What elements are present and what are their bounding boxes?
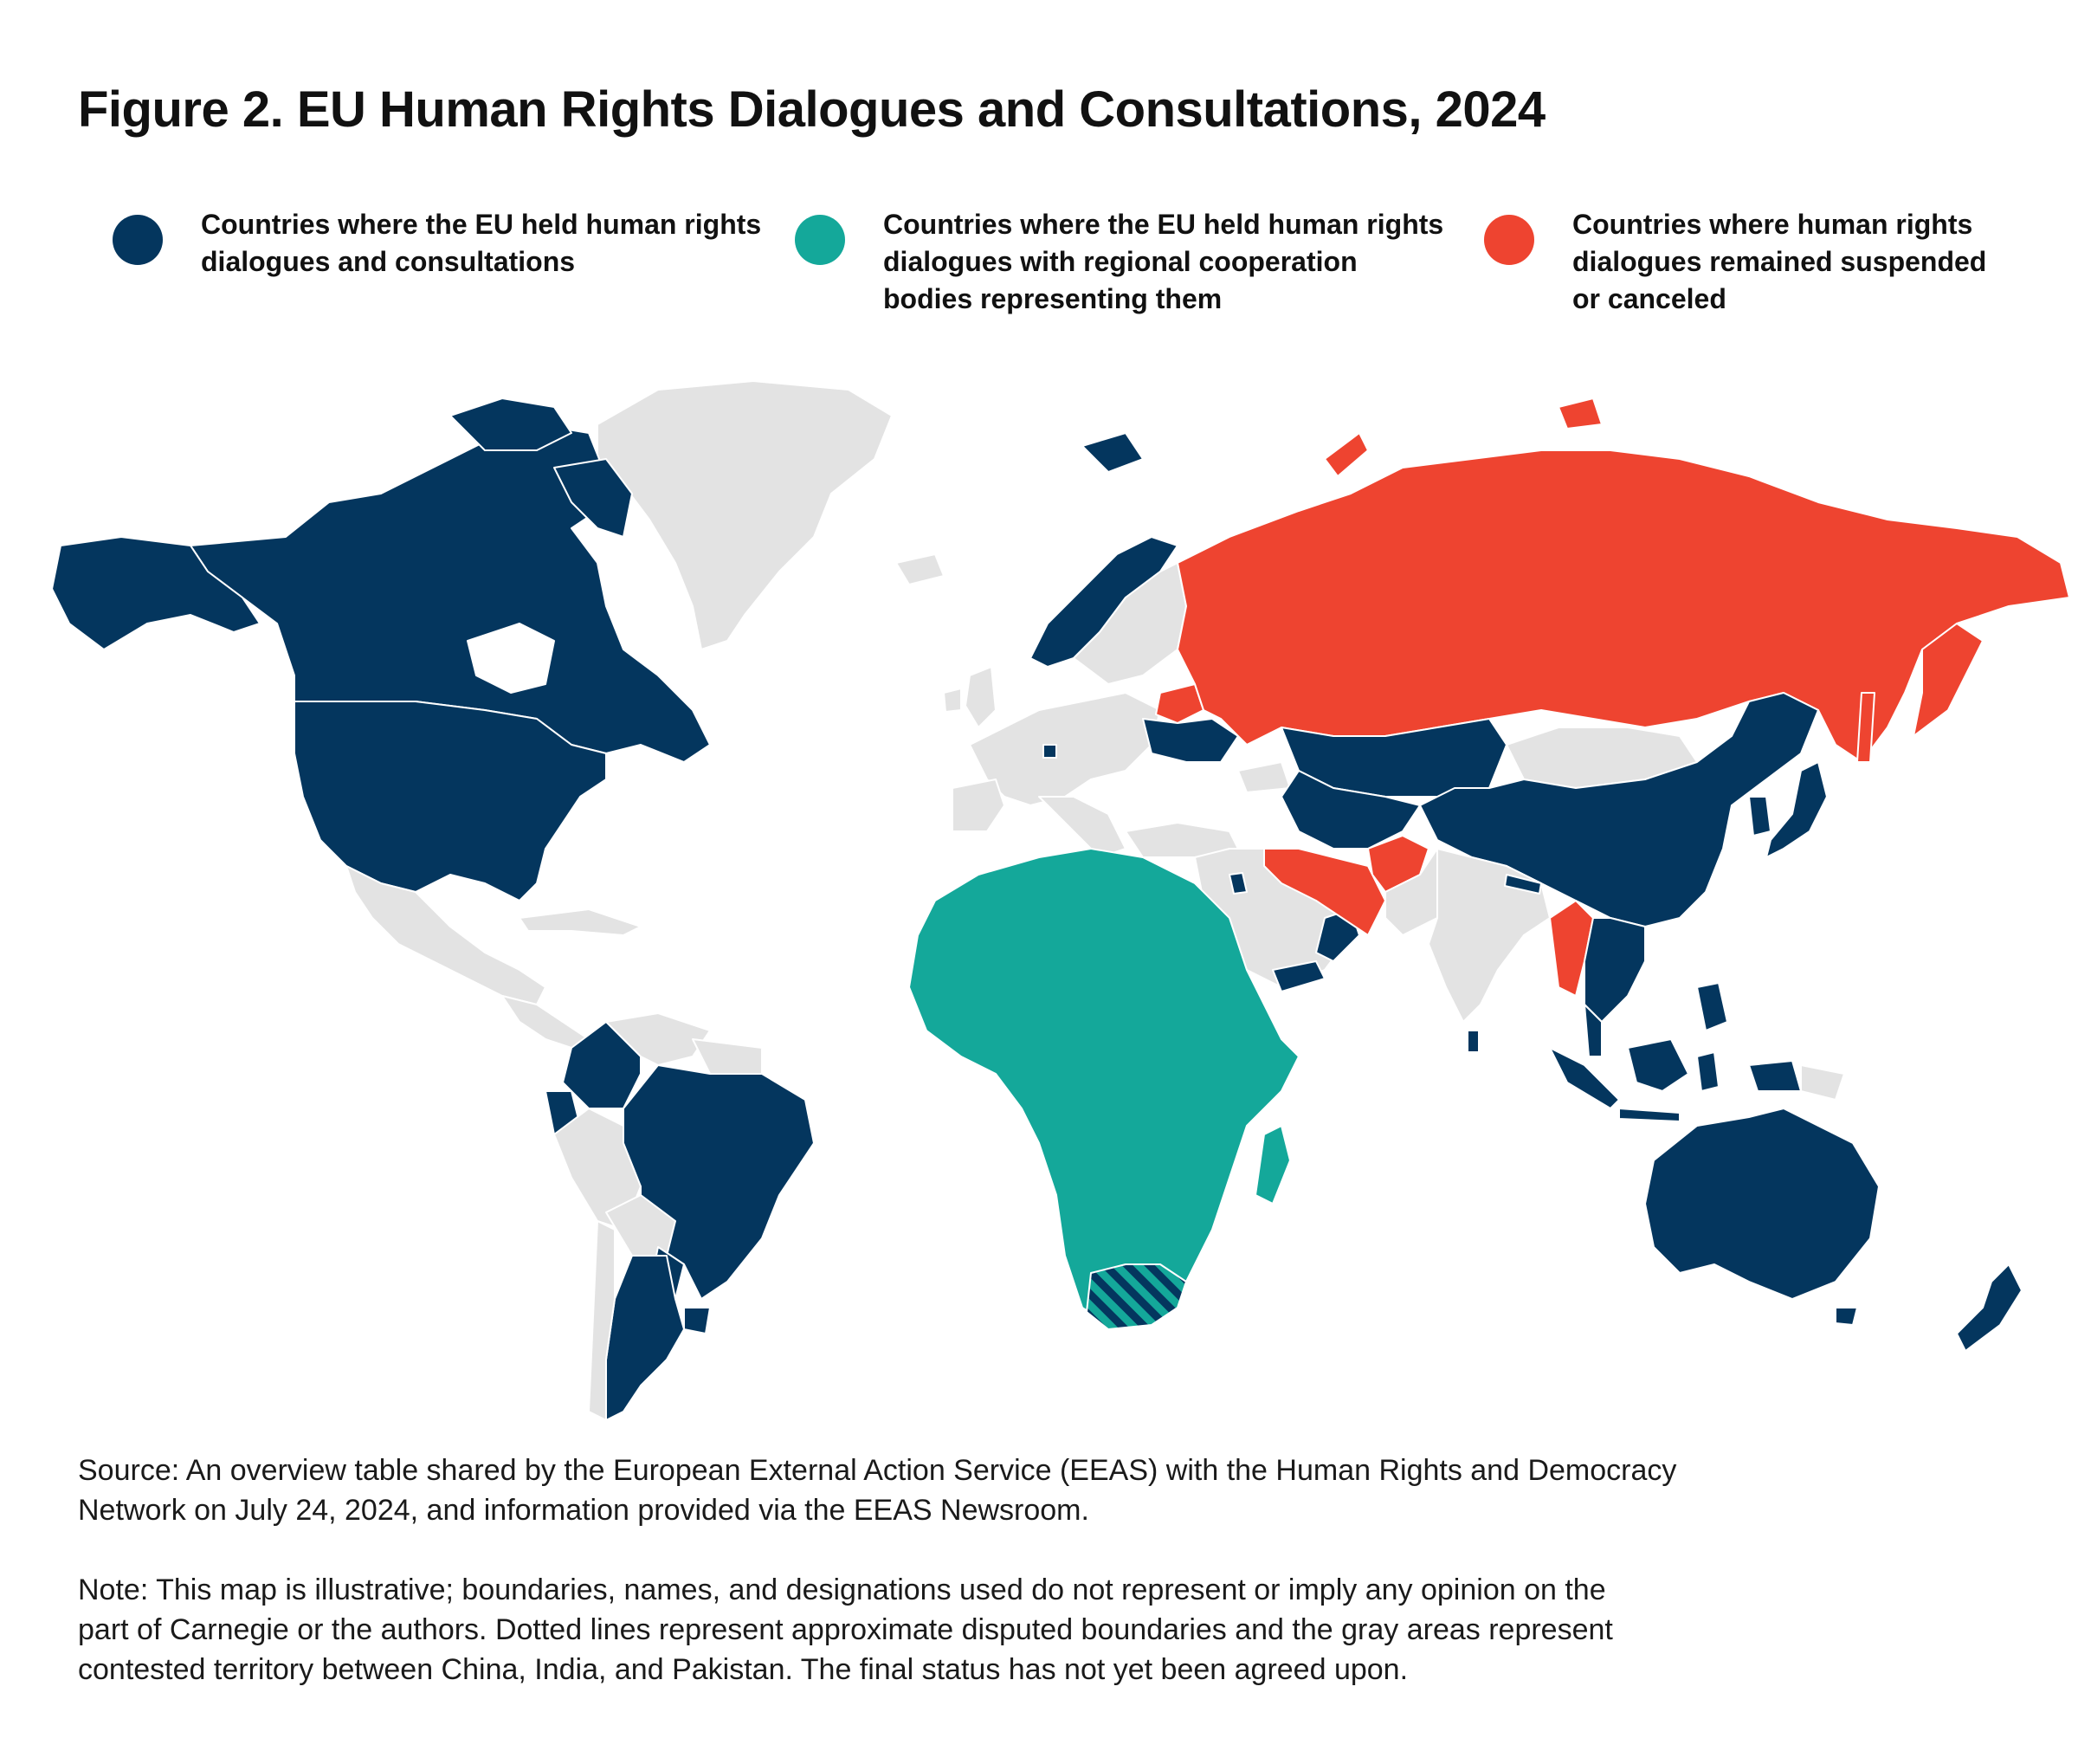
- uruguay: [683, 1307, 711, 1334]
- legend-swatch-held: [113, 215, 163, 265]
- novaya-zemlya: [1324, 432, 1369, 477]
- south-africa: [1086, 1263, 1187, 1330]
- source-text: Source: An overview table shared by the …: [78, 1454, 1677, 1527]
- venezuela: [605, 1012, 711, 1066]
- papua-new-guinea: [1800, 1064, 1845, 1101]
- legend-label-held: Countries where the EU held human rights…: [201, 209, 762, 277]
- sulawesi: [1696, 1051, 1720, 1092]
- united-states: [294, 701, 607, 901]
- sumatra: [1549, 1047, 1620, 1109]
- papua: [1748, 1060, 1802, 1092]
- indochina: [1584, 917, 1646, 1023]
- caucasus: [1237, 761, 1291, 793]
- iran: [1263, 848, 1386, 936]
- myanmar: [1549, 900, 1594, 997]
- canadian-arctic-islands: [449, 397, 572, 451]
- note-text: Note: This map is illustrative; boundari…: [78, 1573, 1613, 1686]
- iberia: [952, 779, 1005, 832]
- alaska: [51, 536, 261, 650]
- java: [1618, 1108, 1681, 1122]
- yemen: [1272, 960, 1326, 992]
- western-europe: [969, 692, 1161, 806]
- sakhalin: [1856, 692, 1875, 763]
- bolivia: [605, 1194, 676, 1257]
- ireland: [943, 688, 962, 713]
- new-zealand: [1956, 1263, 2023, 1352]
- italy-balkans: [1038, 796, 1126, 858]
- legend-swatch-regional: [795, 215, 845, 265]
- legend-swatch-suspended: [1484, 215, 1534, 265]
- caribbean: [519, 908, 642, 936]
- ukraine: [1142, 718, 1239, 763]
- baffin-island: [553, 458, 633, 538]
- tasmania: [1835, 1307, 1858, 1326]
- legend-label-suspended: Countries where human rights dialogues r…: [1572, 209, 1987, 314]
- malay-peninsula: [1584, 1004, 1603, 1057]
- madagascar: [1255, 1125, 1291, 1205]
- india: [1428, 848, 1551, 1023]
- norway: [1029, 536, 1178, 668]
- central-asia: [1281, 770, 1421, 850]
- svalbard: [1081, 432, 1144, 473]
- central-america: [501, 995, 590, 1049]
- sri-lanka: [1467, 1030, 1480, 1053]
- figure-notes: Source: An overview table shared by the …: [78, 1451, 2035, 1729]
- world-map: [0, 364, 2078, 1429]
- kamchatka: [1913, 623, 1984, 737]
- legend: Countries where the EU held human rights…: [0, 206, 2078, 327]
- chile: [588, 1220, 616, 1421]
- united-kingdom: [965, 666, 997, 728]
- hudson-bay: [467, 623, 555, 694]
- philippines: [1696, 982, 1728, 1031]
- african-union: [908, 848, 1300, 1326]
- argentina: [605, 1255, 685, 1421]
- jordan: [1229, 872, 1248, 895]
- figure-title: Figure 2. EU Human Rights Dialogues and …: [78, 81, 1546, 138]
- moldova: [1042, 744, 1057, 759]
- greenland: [597, 380, 893, 650]
- legend-label-regional: Countries where the EU held human rights…: [883, 209, 1444, 314]
- iceland: [895, 553, 945, 585]
- guianas: [692, 1038, 763, 1075]
- russia: [1177, 449, 2070, 763]
- belarus: [1155, 683, 1204, 724]
- borneo: [1627, 1038, 1689, 1092]
- severnaya-zemlya: [1558, 397, 1603, 430]
- korea: [1748, 796, 1771, 837]
- nepal: [1504, 874, 1542, 895]
- japan: [1765, 761, 1828, 858]
- australia: [1644, 1108, 1880, 1300]
